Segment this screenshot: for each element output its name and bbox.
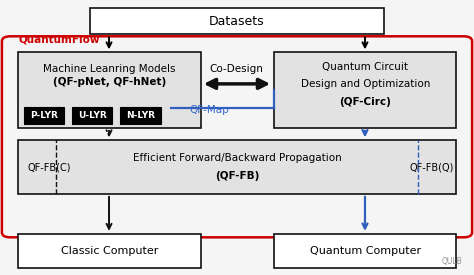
Text: QuantumFlow: QuantumFlow <box>18 35 100 45</box>
Text: U-LYR: U-LYR <box>78 111 107 120</box>
Text: QULB: QULB <box>441 257 462 266</box>
Text: (QF-FB): (QF-FB) <box>215 171 259 181</box>
FancyBboxPatch shape <box>274 234 456 268</box>
FancyBboxPatch shape <box>24 107 64 124</box>
Text: QF-FB(C): QF-FB(C) <box>27 162 71 172</box>
FancyBboxPatch shape <box>18 52 201 128</box>
Text: Quantum Computer: Quantum Computer <box>310 246 421 256</box>
FancyBboxPatch shape <box>120 107 161 124</box>
Text: Machine Leanring Models: Machine Leanring Models <box>43 64 175 74</box>
Text: Co-Design: Co-Design <box>210 64 264 74</box>
FancyBboxPatch shape <box>72 107 112 124</box>
Text: QF-Map: QF-Map <box>190 105 229 115</box>
FancyBboxPatch shape <box>18 140 456 194</box>
Text: Efficient Forward/Backward Propagation: Efficient Forward/Backward Propagation <box>133 153 342 163</box>
Text: N-LYR: N-LYR <box>126 111 155 120</box>
Text: Design and Optimization: Design and Optimization <box>301 79 430 89</box>
FancyBboxPatch shape <box>90 8 384 34</box>
Text: Datasets: Datasets <box>209 15 265 28</box>
FancyBboxPatch shape <box>18 234 201 268</box>
Text: Classic Computer: Classic Computer <box>61 246 158 256</box>
Text: P-LYR: P-LYR <box>30 111 58 120</box>
Text: (QF-pNet, QF-hNet): (QF-pNet, QF-hNet) <box>53 78 166 87</box>
Text: Quantum Circuit: Quantum Circuit <box>322 62 408 72</box>
FancyBboxPatch shape <box>274 52 456 128</box>
Text: QF-FB(Q): QF-FB(Q) <box>410 162 454 172</box>
Text: (QF-Circ): (QF-Circ) <box>339 97 391 107</box>
